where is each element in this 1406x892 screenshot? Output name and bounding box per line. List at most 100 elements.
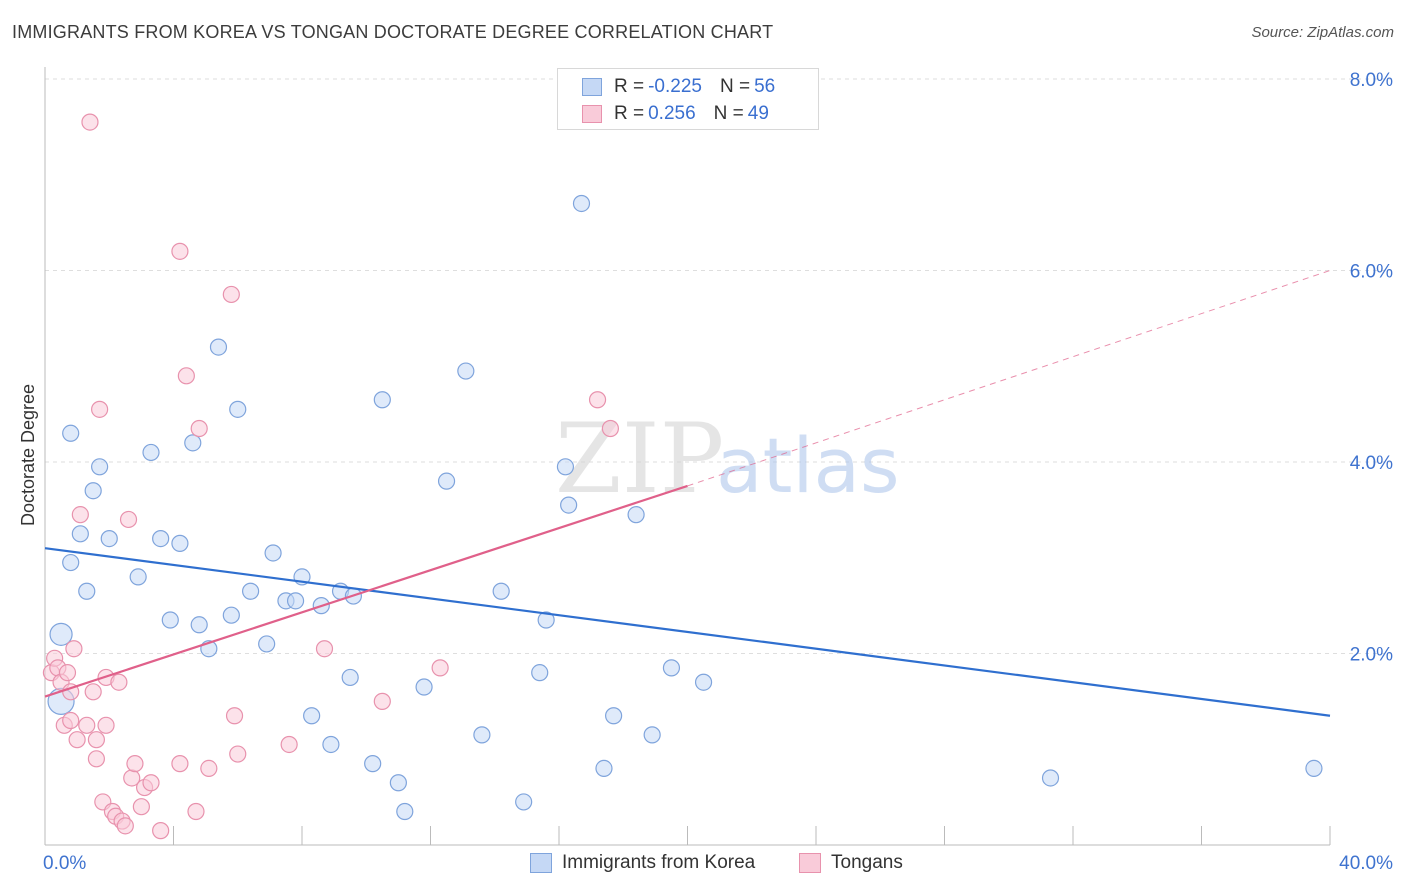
point-korea	[627, 506, 645, 524]
point-tongans	[110, 673, 128, 691]
trend-line-korea	[44, 547, 1331, 717]
legend-n-value: 49	[747, 103, 769, 124]
series-swatch-pink	[799, 853, 821, 873]
point-tongans	[132, 798, 150, 816]
point-tongans	[119, 510, 138, 529]
point-korea	[62, 553, 80, 572]
x-tick-label-min: 0.0%	[43, 853, 86, 874]
point-korea	[222, 606, 240, 624]
trend-line-tongans-extended	[687, 270, 1331, 487]
point-korea	[286, 592, 305, 610]
axis-labels: 2.0% 4.0% 6.0% 8.0% 0.0% 40.0%	[43, 70, 1393, 874]
point-tongans	[601, 419, 620, 438]
point-korea	[242, 582, 260, 600]
point-korea	[142, 443, 160, 462]
point-korea	[190, 616, 208, 634]
point-korea	[100, 529, 118, 548]
point-tongans	[71, 506, 89, 524]
point-korea	[415, 678, 433, 696]
series-legend-tongans[interactable]: Tongans	[799, 852, 903, 874]
point-korea	[437, 472, 456, 490]
point-korea	[1041, 769, 1060, 787]
y-axis-label: Doctorate Degree	[18, 384, 38, 526]
grid-lines	[45, 78, 1392, 654]
axes	[44, 67, 1331, 846]
point-tongans	[87, 731, 106, 749]
point-tongans	[91, 400, 109, 418]
point-tongans	[126, 755, 144, 773]
point-korea	[662, 659, 681, 677]
point-korea	[595, 759, 613, 778]
point-tongans	[152, 822, 170, 840]
series-legend-label: Immigrants from Korea	[562, 852, 756, 873]
point-tongans	[81, 113, 99, 131]
point-korea	[84, 482, 102, 500]
point-korea	[457, 362, 475, 380]
chart-title: IMMIGRANTS FROM KOREA VS TONGAN DOCTORAT…	[12, 22, 774, 42]
legend-n-value: 56	[754, 76, 776, 97]
watermark-zip: ZIP	[555, 403, 724, 515]
legend-r-value: -0.225	[648, 76, 702, 97]
point-korea	[258, 635, 276, 653]
point-tongans	[222, 285, 240, 304]
point-korea	[531, 664, 549, 682]
point-korea	[515, 793, 533, 811]
point-tongans	[87, 750, 106, 768]
point-korea	[473, 726, 491, 744]
watermark: ZIP atlas	[555, 403, 900, 515]
point-korea	[161, 611, 179, 629]
point-tongans	[588, 391, 607, 409]
correlation-legend: R = -0.225 N = 56 R = 0.256 N = 49	[557, 68, 819, 130]
point-tongans	[187, 802, 205, 821]
y-tick-label: 2.0%	[1350, 645, 1393, 666]
legend-n-label: N =	[713, 103, 744, 124]
legend-swatch-blue	[582, 78, 602, 96]
point-korea	[129, 568, 147, 586]
point-korea	[364, 755, 382, 773]
point-tongans	[116, 817, 134, 835]
legend-row-korea: R = -0.225 N = 56	[582, 75, 775, 99]
point-tongans	[200, 759, 218, 778]
point-tongans	[315, 640, 334, 658]
series-legend-korea[interactable]: Immigrants from Korea	[530, 852, 755, 874]
point-korea	[229, 400, 247, 418]
point-korea	[1305, 759, 1323, 778]
point-tongans	[171, 242, 189, 260]
point-korea	[152, 529, 170, 548]
y-tick-label: 4.0%	[1350, 453, 1393, 474]
point-korea	[171, 534, 189, 552]
point-tongans	[84, 683, 102, 701]
legend-r-label: R =	[614, 103, 645, 124]
point-korea	[303, 707, 321, 725]
point-korea	[643, 726, 661, 744]
data-points	[42, 99, 1323, 840]
point-korea	[537, 611, 555, 629]
point-korea	[373, 391, 391, 409]
point-tongans	[177, 367, 195, 385]
point-tongans	[68, 731, 86, 749]
point-tongans	[229, 745, 247, 763]
chart-source: Source: ZipAtlas.com	[1251, 24, 1394, 41]
point-tongans	[142, 774, 160, 792]
point-korea	[184, 434, 202, 452]
point-korea	[389, 774, 407, 792]
trend-line-tongans	[44, 484, 688, 698]
point-korea	[396, 802, 414, 821]
y-tick-label: 8.0%	[1350, 70, 1393, 91]
point-korea	[62, 424, 80, 442]
legend-n-label: N =	[719, 76, 751, 97]
point-korea	[78, 582, 96, 600]
point-korea	[49, 622, 73, 646]
point-tongans	[62, 711, 80, 730]
point-korea	[341, 668, 359, 687]
trend-lines	[44, 270, 1331, 717]
point-tongans	[58, 664, 77, 682]
legend-r-value: 0.256	[648, 103, 696, 124]
point-korea	[91, 458, 109, 476]
point-korea	[605, 707, 623, 725]
point-korea	[694, 673, 713, 691]
watermark-atlas: atlas	[716, 421, 900, 510]
point-korea	[556, 458, 575, 476]
point-tongans	[373, 692, 391, 710]
